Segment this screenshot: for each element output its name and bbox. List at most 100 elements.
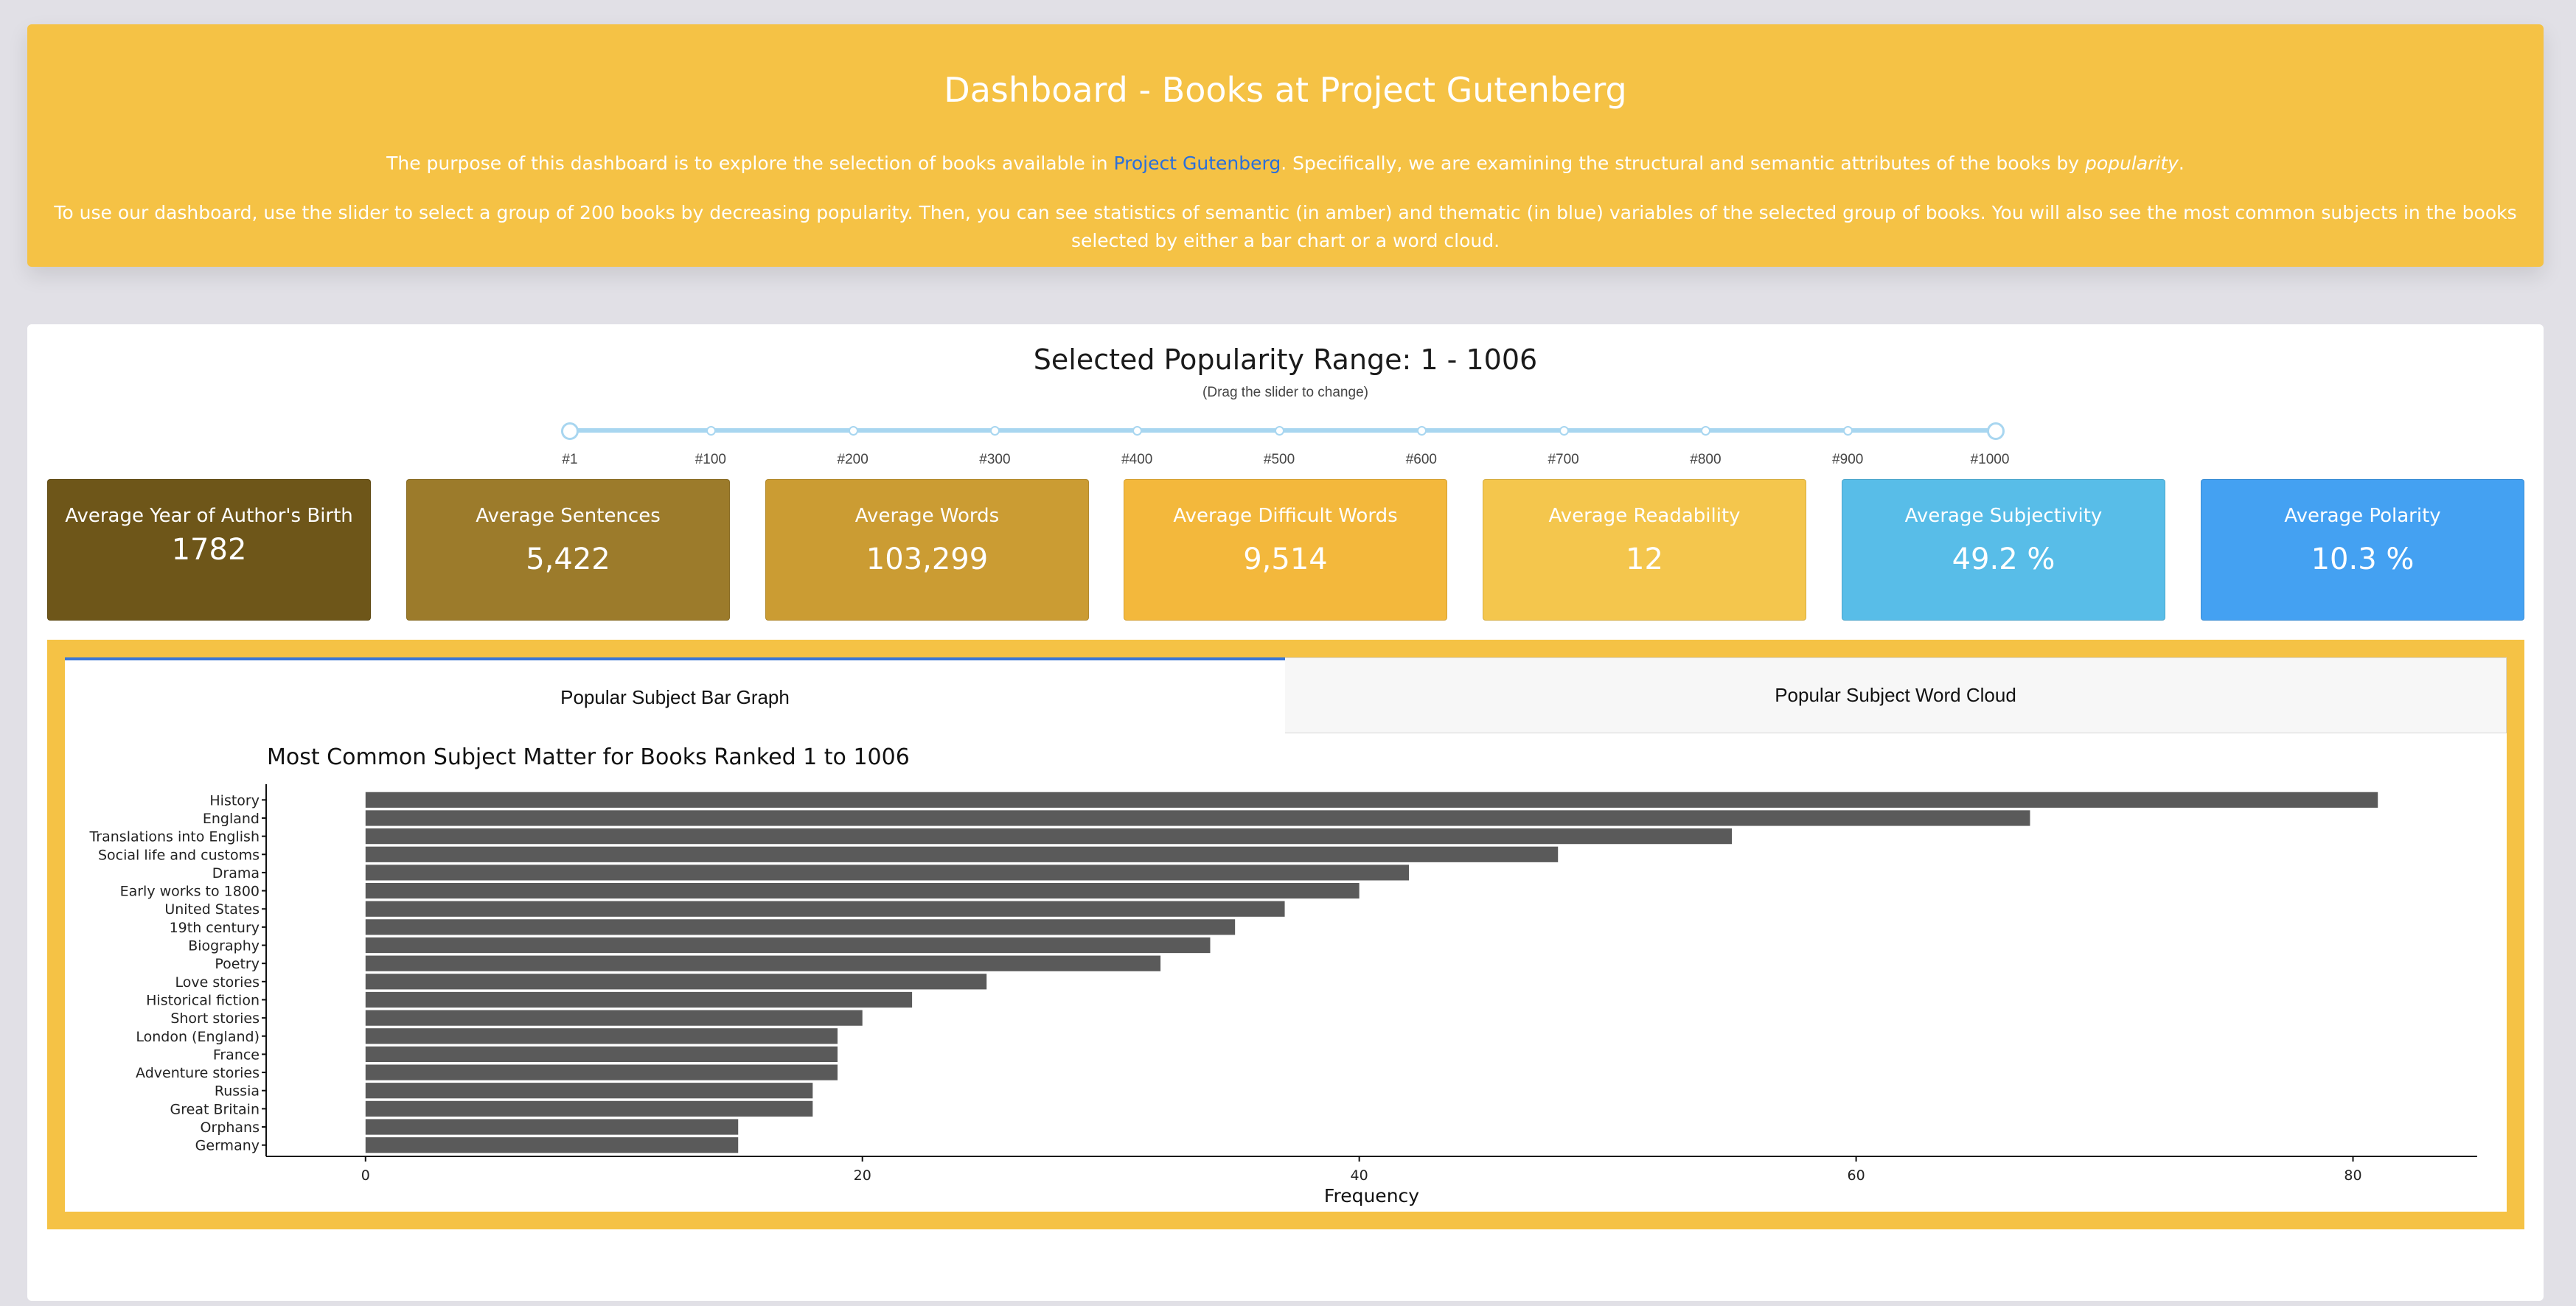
y-tick-label: Biography: [188, 938, 260, 954]
y-tick-label: Poetry: [215, 956, 260, 972]
x-tick-label: 40: [1351, 1167, 1368, 1184]
slider-mark-dot[interactable]: [706, 426, 716, 436]
y-tick-label: Drama: [212, 865, 260, 881]
stat-label: Average Readability: [1548, 505, 1741, 527]
y-tick-label: Adventure stories: [136, 1065, 260, 1081]
bar: [365, 919, 1236, 935]
tab-word-cloud[interactable]: Popular Subject Word Cloud: [1285, 657, 2507, 733]
slider-mark-label[interactable]: #100: [695, 452, 726, 467]
stat-label: Average Difficult Words: [1173, 505, 1398, 527]
intro-emphasis: popularity: [2084, 153, 2179, 174]
intro-text-end: .: [2178, 153, 2185, 174]
page-title: Dashboard - Books at Project Gutenberg: [944, 70, 1627, 110]
range-title: Selected Popularity Range: 1 - 1006: [1033, 343, 1538, 376]
chart-container: Popular Subject Bar Graph Popular Subjec…: [65, 657, 2507, 1212]
slider-mark-label[interactable]: #500: [1263, 452, 1295, 467]
tab-bar-graph[interactable]: Popular Subject Bar Graph: [65, 657, 1285, 733]
y-tick-label: Great Britain: [170, 1101, 260, 1117]
slider-mark-label[interactable]: #800: [1690, 452, 1722, 467]
chart-panel: Popular Subject Bar Graph Popular Subjec…: [47, 640, 2524, 1229]
y-tick-label: Russia: [215, 1083, 260, 1100]
bar: [365, 810, 2030, 826]
y-tick-label: France: [213, 1047, 260, 1063]
bar: [365, 1046, 838, 1063]
x-tick-label: 20: [854, 1167, 871, 1184]
x-tick-label: 80: [2344, 1167, 2361, 1184]
slider-mark-dot[interactable]: [1701, 426, 1711, 436]
bar: [365, 1100, 813, 1117]
intro-paragraph: The purpose of this dashboard is to expl…: [27, 153, 2544, 174]
slider-handle-start[interactable]: [561, 422, 579, 440]
x-tick-label: 60: [1847, 1167, 1865, 1184]
stat-label: Average Polarity: [2284, 505, 2441, 527]
slider-mark-label[interactable]: #1000: [1970, 452, 2010, 467]
y-tick-label: England: [203, 811, 260, 827]
slider-mark-dot[interactable]: [1132, 426, 1143, 436]
main-panel: Selected Popularity Range: 1 - 1006 (Dra…: [27, 324, 2544, 1301]
bar: [365, 937, 1211, 954]
y-tick-label: Germany: [195, 1138, 260, 1154]
stat-value: 5,422: [526, 542, 610, 576]
slider-mark-label[interactable]: #300: [979, 452, 1011, 467]
stat-card: Average Words 103,299: [765, 479, 1089, 621]
y-tick-label: Social life and customs: [98, 847, 260, 863]
stat-card: Average Year of Author's Birth 1782: [47, 479, 371, 621]
stat-value: 12: [1626, 542, 1663, 576]
slider-mark-label[interactable]: #600: [1405, 452, 1437, 467]
stat-card: Average Difficult Words 9,514: [1124, 479, 1447, 621]
intro-text-middle: . Specifically, we are examining the str…: [1281, 153, 2085, 174]
slider-mark-dot[interactable]: [1843, 426, 1853, 436]
instructions-paragraph: To use our dashboard, use the slider to …: [54, 202, 2517, 251]
bar: [365, 882, 1360, 899]
slider-mark-dot[interactable]: [990, 426, 1000, 436]
bar: [365, 1083, 813, 1099]
bar: [365, 1064, 838, 1080]
bar: [365, 974, 987, 990]
stat-card: Average Subjectivity 49.2 %: [1842, 479, 2165, 621]
stat-value: 103,299: [866, 542, 989, 576]
y-tick-label: Early works to 1800: [120, 884, 260, 900]
y-tick-label: Historical fiction: [146, 992, 260, 1008]
stat-value: 49.2 %: [1952, 542, 2055, 576]
stat-label: Average Words: [854, 505, 1000, 527]
y-tick-label: Short stories: [170, 1010, 260, 1027]
project-gutenberg-link[interactable]: Project Gutenberg: [1113, 153, 1281, 174]
bar: [365, 865, 1410, 881]
x-axis-label: Frequency: [1324, 1185, 1419, 1207]
slider-mark-label[interactable]: #200: [837, 452, 868, 467]
slider-mark-dot[interactable]: [1416, 426, 1427, 436]
slider-mark-label[interactable]: #400: [1121, 452, 1153, 467]
y-tick-label: History: [209, 792, 260, 809]
stat-card: Average Sentences 5,422: [406, 479, 730, 621]
slider-mark-label[interactable]: #900: [1832, 452, 1864, 467]
bar: [365, 955, 1161, 971]
stat-label: Average Year of Author's Birth: [65, 505, 353, 527]
y-tick-label: Love stories: [175, 974, 260, 991]
slider-mark-dot[interactable]: [1275, 426, 1285, 436]
bar: [365, 846, 1559, 862]
range-hint: (Drag the slider to change): [1202, 385, 1368, 400]
y-tick-label: Translations into English: [88, 829, 260, 845]
bar: [365, 1137, 739, 1153]
intro-text-start: The purpose of this dashboard is to expl…: [386, 153, 1114, 174]
y-tick-label: 19th century: [170, 920, 260, 936]
stat-value: 1782: [171, 533, 247, 567]
bar: [365, 1119, 739, 1135]
dashboard-header: Dashboard - Books at Project Gutenberg T…: [27, 24, 2544, 267]
bar: [365, 991, 913, 1008]
stat-label: Average Subjectivity: [1904, 505, 2103, 527]
stat-label: Average Sentences: [476, 505, 661, 527]
slider-handle-end[interactable]: [1987, 422, 2005, 440]
bar: [365, 901, 1285, 917]
slider-mark-label[interactable]: #700: [1548, 452, 1579, 467]
stat-card: Average Polarity 10.3 %: [2201, 479, 2524, 621]
slider-mark-dot[interactable]: [848, 426, 858, 436]
y-tick-label: London (England): [136, 1029, 260, 1045]
stat-value: 9,514: [1243, 542, 1328, 576]
bar: [365, 1028, 838, 1044]
x-tick-label: 0: [361, 1167, 370, 1184]
popularity-range-slider[interactable]: #1 #100 #200 #300 #400 #500 #600 #700 #800 #900 #1…: [561, 421, 2009, 467]
slider-mark-dot[interactable]: [1559, 426, 1569, 436]
subject-bar-chart: Most Common Subject Matter for Books Ran…: [88, 744, 2477, 1207]
slider-mark-label[interactable]: #1: [562, 452, 578, 467]
